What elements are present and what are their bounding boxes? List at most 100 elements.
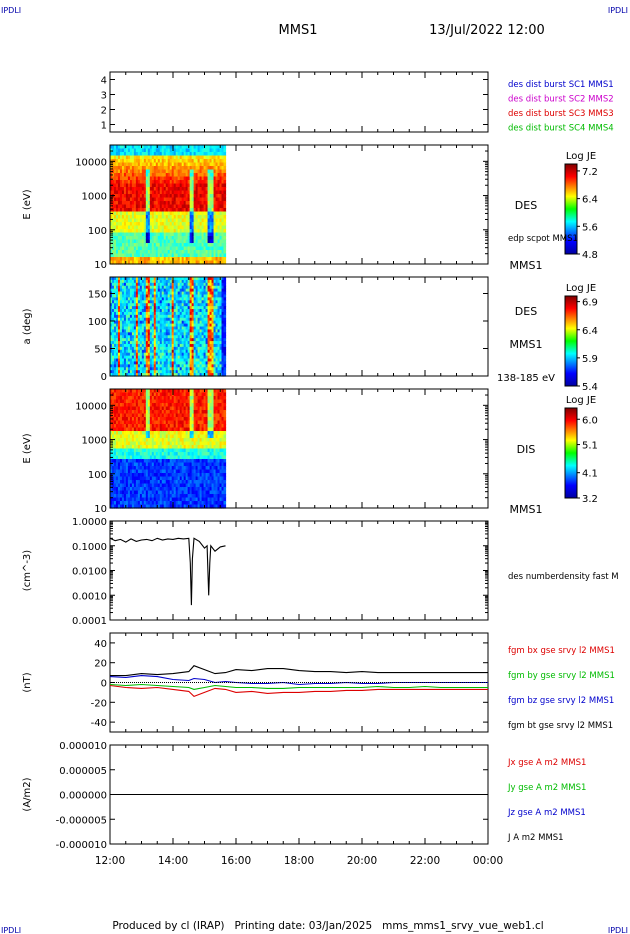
heatmap-cell xyxy=(199,246,203,251)
heatmap-cell xyxy=(169,180,173,185)
heatmap-cell xyxy=(181,159,185,164)
heatmap-cell xyxy=(151,352,155,357)
heatmap-cell xyxy=(127,367,131,371)
heatmap-cell xyxy=(187,190,191,195)
heatmap-cell xyxy=(209,155,213,160)
heatmap-cell xyxy=(169,201,173,206)
heatmap-cell xyxy=(223,320,227,325)
y-tick-label: 100 xyxy=(88,226,107,237)
heatmap-cell xyxy=(121,306,125,310)
heatmap-cell xyxy=(183,236,187,241)
heatmap-cell xyxy=(193,373,197,377)
heatmap-cell xyxy=(117,459,121,464)
heatmap-cell xyxy=(217,243,221,248)
heatmap-cell xyxy=(207,332,211,336)
heatmap-cell xyxy=(115,420,119,425)
heatmap-cell xyxy=(173,352,177,357)
heatmap-cell xyxy=(175,285,179,290)
heatmap-cell xyxy=(151,323,155,328)
heatmap-cell xyxy=(207,166,211,171)
heatmap-cell xyxy=(119,277,123,281)
heatmap-cell xyxy=(119,197,123,202)
heatmap-cell xyxy=(163,246,167,251)
heatmap-cell xyxy=(187,332,191,336)
heatmap-cell xyxy=(125,338,129,342)
heatmap-cell xyxy=(173,361,177,365)
heatmap-cell xyxy=(207,222,211,227)
heatmap-cell xyxy=(131,169,135,174)
heatmap-cell xyxy=(183,211,187,216)
heatmap-cell xyxy=(175,311,179,316)
heatmap-cell xyxy=(169,260,173,265)
heatmap-cell xyxy=(209,285,213,290)
heatmap-cell xyxy=(117,218,121,223)
heatmap-cell xyxy=(119,285,123,290)
heatmap-cell xyxy=(157,306,161,310)
heatmap-cell xyxy=(163,285,167,290)
heatmap-cell xyxy=(201,329,205,333)
heatmap-cell xyxy=(139,314,143,319)
heatmap-cell xyxy=(117,279,121,284)
heatmap-cell xyxy=(217,166,221,171)
heatmap-cell xyxy=(129,246,133,251)
heatmap-cell xyxy=(185,187,189,192)
heatmap-cell xyxy=(113,490,117,495)
heatmap-cell xyxy=(147,352,151,357)
heatmap-cell xyxy=(153,403,157,408)
heatmap-cell xyxy=(129,448,133,453)
heatmap-cell xyxy=(161,309,165,313)
heatmap-cell xyxy=(119,257,123,262)
heatmap-cell xyxy=(151,410,155,415)
heatmap-cell xyxy=(149,279,153,284)
heatmap-cell xyxy=(195,314,199,319)
heatmap-cell xyxy=(145,257,149,262)
heatmap-cell xyxy=(165,364,169,368)
heatmap-cell xyxy=(187,155,191,160)
heatmap-cell xyxy=(111,300,115,304)
heatmap-cell xyxy=(211,250,215,255)
heatmap-cell xyxy=(161,291,165,296)
heatmap-cell xyxy=(125,413,129,418)
heatmap-cell xyxy=(201,218,205,223)
heatmap-cell xyxy=(203,222,207,227)
y-tick-label: 1000 xyxy=(82,192,107,203)
heatmap-cell xyxy=(121,229,125,234)
heatmap-cell xyxy=(197,176,201,181)
heatmap-cell xyxy=(215,279,219,284)
heatmap-cell xyxy=(215,355,219,360)
heatmap-cell xyxy=(171,162,175,167)
heatmap-cell xyxy=(110,476,113,481)
heatmap-cell xyxy=(153,260,157,265)
heatmap-cell xyxy=(151,497,155,502)
heatmap-cell xyxy=(129,370,133,374)
heatmap-cell xyxy=(117,448,121,453)
heatmap-cell xyxy=(121,417,125,422)
heatmap-cell xyxy=(131,323,135,328)
heatmap-cell xyxy=(221,288,225,293)
heatmap-cell xyxy=(163,187,167,192)
heatmap-cell xyxy=(203,320,207,325)
heatmap-cell xyxy=(133,497,137,502)
heatmap-cell xyxy=(179,229,183,234)
heatmap-cell xyxy=(135,260,139,265)
heatmap-cell xyxy=(183,260,187,265)
heatmap-cell xyxy=(193,300,197,304)
heatmap-cell xyxy=(199,145,203,150)
heatmap-cell xyxy=(139,459,143,464)
heatmap-cell xyxy=(181,225,185,230)
heatmap-cell xyxy=(163,218,167,223)
heatmap-cell xyxy=(123,176,127,181)
heatmap-cell xyxy=(215,294,219,298)
heatmap-cell xyxy=(197,352,201,357)
heatmap-cell xyxy=(147,469,151,474)
heatmap-cell xyxy=(125,361,129,365)
heatmap-cell xyxy=(147,197,151,202)
heatmap-cell xyxy=(153,462,157,467)
heatmap-cell xyxy=(151,236,155,241)
corner-label-bottom-right: IPDLI xyxy=(608,926,628,934)
heatmap-cell xyxy=(111,309,115,313)
heatmap-cell xyxy=(110,459,113,464)
heatmap-cell xyxy=(191,364,195,368)
heatmap-cell xyxy=(221,232,225,237)
heatmap-cell xyxy=(137,355,141,360)
